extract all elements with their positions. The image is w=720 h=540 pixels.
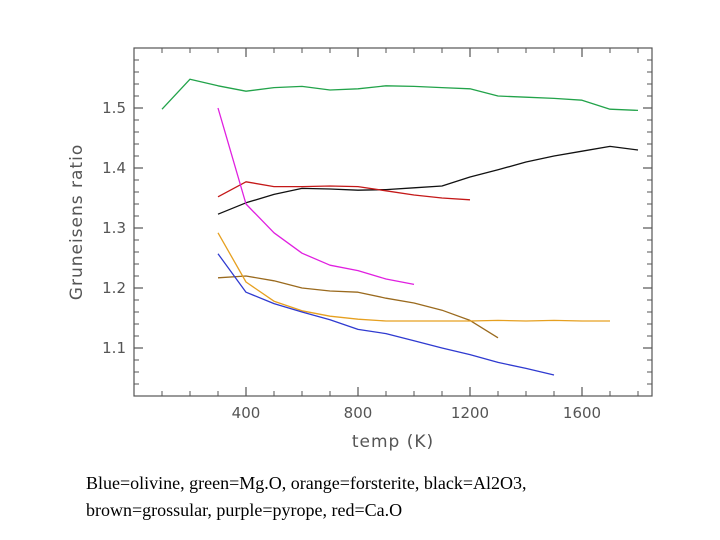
caption-line-2: brown=grossular, purple=pyrope, red=Ca.O	[86, 500, 403, 520]
axis-ticks: 400 800 1200 1600 1.1 1.2 1.3 1.4 1.5	[102, 48, 652, 422]
y-axis-title: Gruneisens ratio	[67, 144, 87, 300]
y-tick-label: 1.3	[102, 219, 126, 237]
x-axis-title: temp (K)	[352, 432, 434, 452]
y-tick-label: 1.4	[102, 159, 126, 177]
series-line-mg-o	[161, 78, 639, 112]
x-tick-label: 1600	[563, 404, 601, 422]
series-line-grossular	[217, 275, 499, 339]
plot-frame	[133, 47, 653, 397]
x-tick-label: 800	[344, 404, 373, 422]
chart-caption: Blue=olivine, green=Mg.O, orange=forster…	[86, 470, 706, 524]
y-tick-label: 1.1	[102, 339, 126, 357]
series-line-olivine	[217, 253, 555, 376]
x-tick-label: 400	[232, 404, 261, 422]
x-tick-label: 1200	[451, 404, 489, 422]
caption-line-1: Blue=olivine, green=Mg.O, orange=forster…	[86, 473, 527, 493]
series-lines	[161, 78, 639, 376]
series-line-pyrope	[217, 107, 415, 286]
series-line-al2o3	[217, 145, 639, 215]
series-line-forsterite	[217, 232, 610, 322]
gruneisen-chart: 400 800 1200 1600 1.1 1.2 1.3 1.4 1.5 temp (K) G…	[67, 47, 653, 452]
series-line-ca-o	[217, 181, 471, 201]
y-tick-label: 1.5	[102, 99, 126, 117]
y-tick-label: 1.2	[102, 279, 126, 297]
